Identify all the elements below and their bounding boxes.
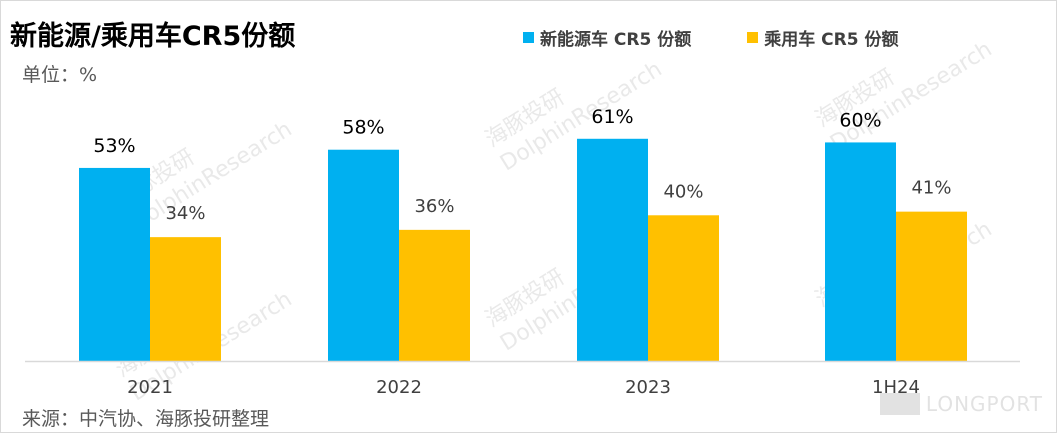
data-label-series1-2021: 53% (93, 135, 135, 157)
x-tick-label-2022: 2022 (376, 377, 422, 398)
legend-item-series1: 新能源车 CR5 份额 (523, 25, 691, 50)
labels-layer: 53% 34% 2021 58% 36% 2022 61% 40% 2023 60% 41% 1H24 (93, 106, 951, 398)
bar-series1-2023 (577, 138, 648, 361)
brand-logo-mark (879, 393, 920, 415)
legend-swatch-series1 (523, 32, 534, 43)
legend: 新能源车 CR5 份额 乘用车 CR5 份额 (523, 25, 898, 50)
legend-label-series1: 新能源车 CR5 份额 (540, 30, 692, 50)
legend-swatch-series2 (747, 32, 759, 43)
data-label-series2-2023: 40% (663, 181, 703, 202)
x-tick-label-2023: 2023 (625, 377, 671, 398)
bar-series1-2021 (79, 167, 150, 361)
data-label-series2-2022: 36% (414, 196, 454, 217)
source-label: 来源：中汽协、海豚投研整理 (22, 408, 270, 430)
bar-series1-1H24 (825, 142, 896, 361)
bar-series1-2022 (328, 149, 399, 361)
bar-series2-2023 (648, 215, 719, 361)
data-label-series2-2021: 34% (165, 203, 205, 224)
chart-title: 新能源/乘用车CR5份额 (10, 21, 296, 52)
legend-label-series2: 乘用车 CR5 份额 (764, 30, 899, 50)
x-tick-label-2021: 2021 (127, 377, 173, 398)
bars-layer (79, 138, 967, 361)
legend-item-series2: 乘用车 CR5 份额 (747, 25, 898, 50)
brand-logo: LONGPORT (879, 392, 1043, 416)
unit-label: 单位：% (22, 64, 98, 86)
bar-series2-2022 (399, 229, 470, 361)
data-label-series1-2023: 61% (591, 106, 633, 128)
brand-logo-text: LONGPORT (925, 392, 1043, 416)
data-label-series2-1H24: 41% (911, 178, 951, 199)
x-tick-label-1H24: 1H24 (872, 377, 920, 398)
bar-series2-1H24 (896, 211, 967, 361)
bar-series2-2021 (150, 237, 221, 361)
data-label-series1-1H24: 60% (839, 109, 881, 131)
data-label-series1-2022: 58% (342, 117, 384, 139)
